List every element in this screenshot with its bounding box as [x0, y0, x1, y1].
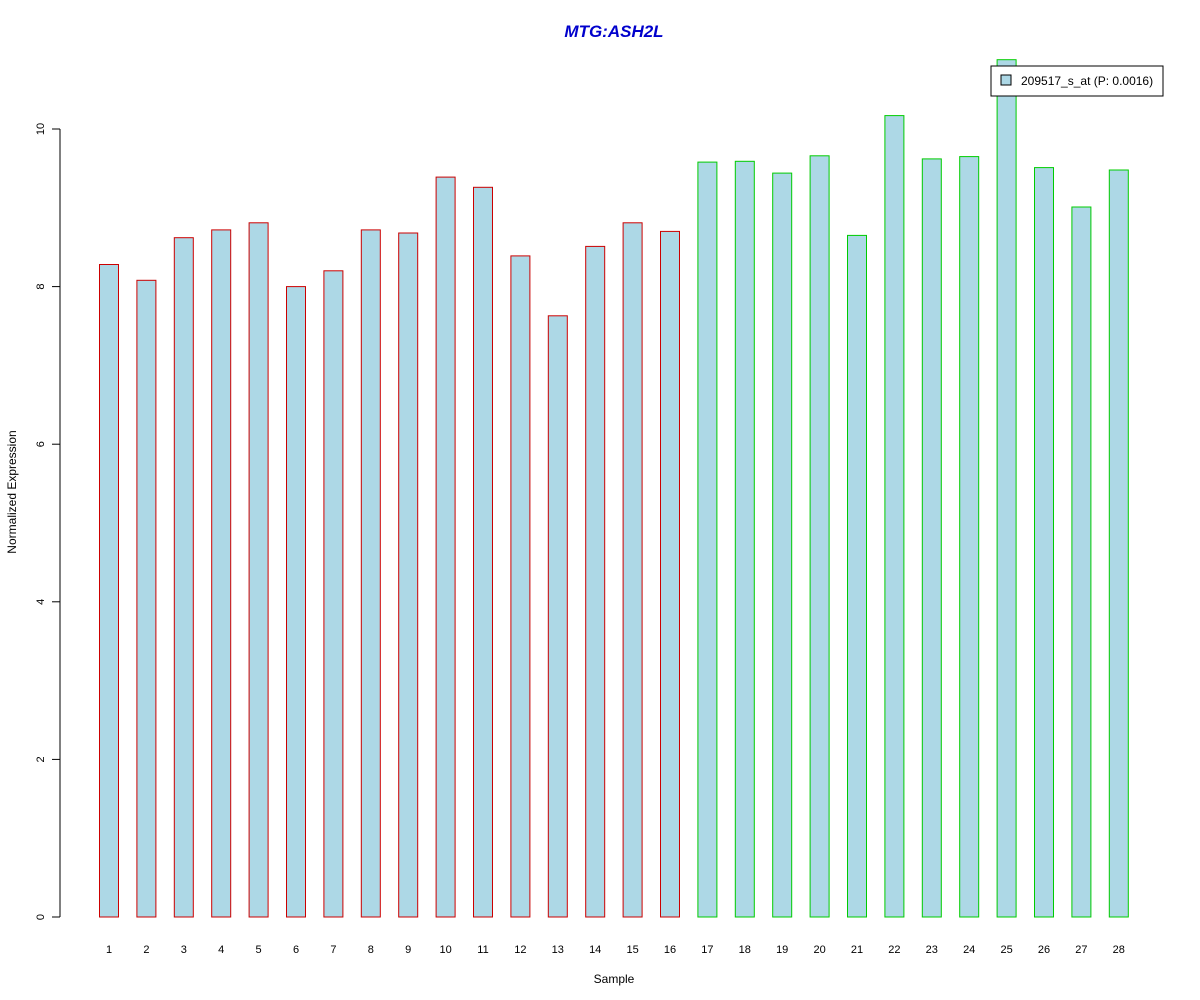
x-tick-label: 9	[405, 944, 411, 956]
bar	[622, 222, 643, 918]
x-tick-label: 11	[477, 944, 488, 956]
bar	[697, 161, 718, 918]
bar	[510, 255, 531, 918]
x-tick-label: 16	[664, 944, 676, 956]
bar	[99, 264, 119, 918]
bar	[1034, 167, 1054, 918]
bar	[136, 279, 157, 918]
y-tick-label: 10	[35, 123, 47, 135]
bar	[585, 245, 606, 918]
bar	[1108, 169, 1129, 918]
x-tick-label: 13	[552, 944, 564, 956]
y-axis-label: Normalized Expression	[5, 430, 19, 553]
bar	[360, 229, 381, 918]
x-tick-label: 18	[739, 944, 751, 956]
x-tick-label: 4	[218, 944, 224, 956]
bar	[809, 155, 830, 918]
x-tick-label: 20	[813, 944, 825, 956]
x-tick-label: 10	[439, 944, 451, 956]
bar	[547, 315, 568, 918]
bar	[1071, 206, 1092, 918]
x-tick-labels: 1 2 3 4 5 6 7 8 9 10 11 12 13 14 15 16 17 18 19 20 21 22 23 24 2…	[106, 944, 1125, 956]
bar	[248, 222, 269, 918]
y-tick-label: 6	[35, 441, 47, 447]
x-tick-label: 17	[701, 944, 713, 956]
chart-title: MTG:ASH2L	[564, 22, 663, 41]
x-tick-label: 5	[256, 944, 262, 956]
legend-label: 209517_s_at (P: 0.0016)	[1021, 74, 1153, 88]
x-tick-label: 14	[589, 944, 601, 956]
x-tick-label: 19	[776, 944, 788, 956]
legend-box	[990, 65, 1164, 97]
x-tick-label: 2	[143, 944, 149, 956]
bar	[173, 237, 194, 918]
x-tick-label: 24	[963, 944, 975, 956]
x-axis-label: Sample	[594, 972, 635, 986]
x-tick-label: 12	[514, 944, 526, 956]
legend-swatch	[1000, 74, 1012, 86]
x-tick-label: 28	[1113, 944, 1125, 956]
x-tick-label: 7	[330, 944, 336, 956]
x-tick-label: 15	[626, 944, 638, 956]
bar	[323, 270, 344, 918]
y-tick-label: 0	[35, 914, 47, 920]
y-tick-label: 4	[35, 599, 47, 605]
bar	[473, 186, 493, 918]
bar	[435, 176, 456, 918]
bar	[398, 232, 419, 918]
bars	[99, 59, 1129, 918]
x-tick-label: 23	[926, 944, 938, 956]
bar	[660, 230, 680, 918]
bar	[884, 115, 905, 918]
bar	[772, 172, 793, 918]
x-tick-label: 8	[368, 944, 374, 956]
bar	[921, 158, 942, 918]
x-tick-label: 27	[1075, 944, 1087, 956]
x-tick-label: 25	[1000, 944, 1012, 956]
bar	[286, 286, 306, 918]
bar	[996, 59, 1017, 918]
x-tick-label: 22	[888, 944, 900, 956]
bar	[847, 234, 867, 918]
bar	[734, 160, 755, 918]
y-tick-label: 2	[35, 756, 47, 762]
bar	[211, 229, 232, 918]
x-tick-label: 6	[293, 944, 299, 956]
x-tick-label: 1	[106, 944, 112, 956]
bar	[959, 156, 980, 918]
legend: 209517_s_at (P: 0.0016)	[990, 65, 1164, 97]
x-tick-label: 26	[1038, 944, 1050, 956]
x-tick-label: 3	[181, 944, 187, 956]
y-tick-label: 8	[35, 284, 47, 290]
y-axis: 0 2 4 6 8 10	[35, 123, 61, 920]
x-tick-label: 21	[851, 944, 863, 956]
